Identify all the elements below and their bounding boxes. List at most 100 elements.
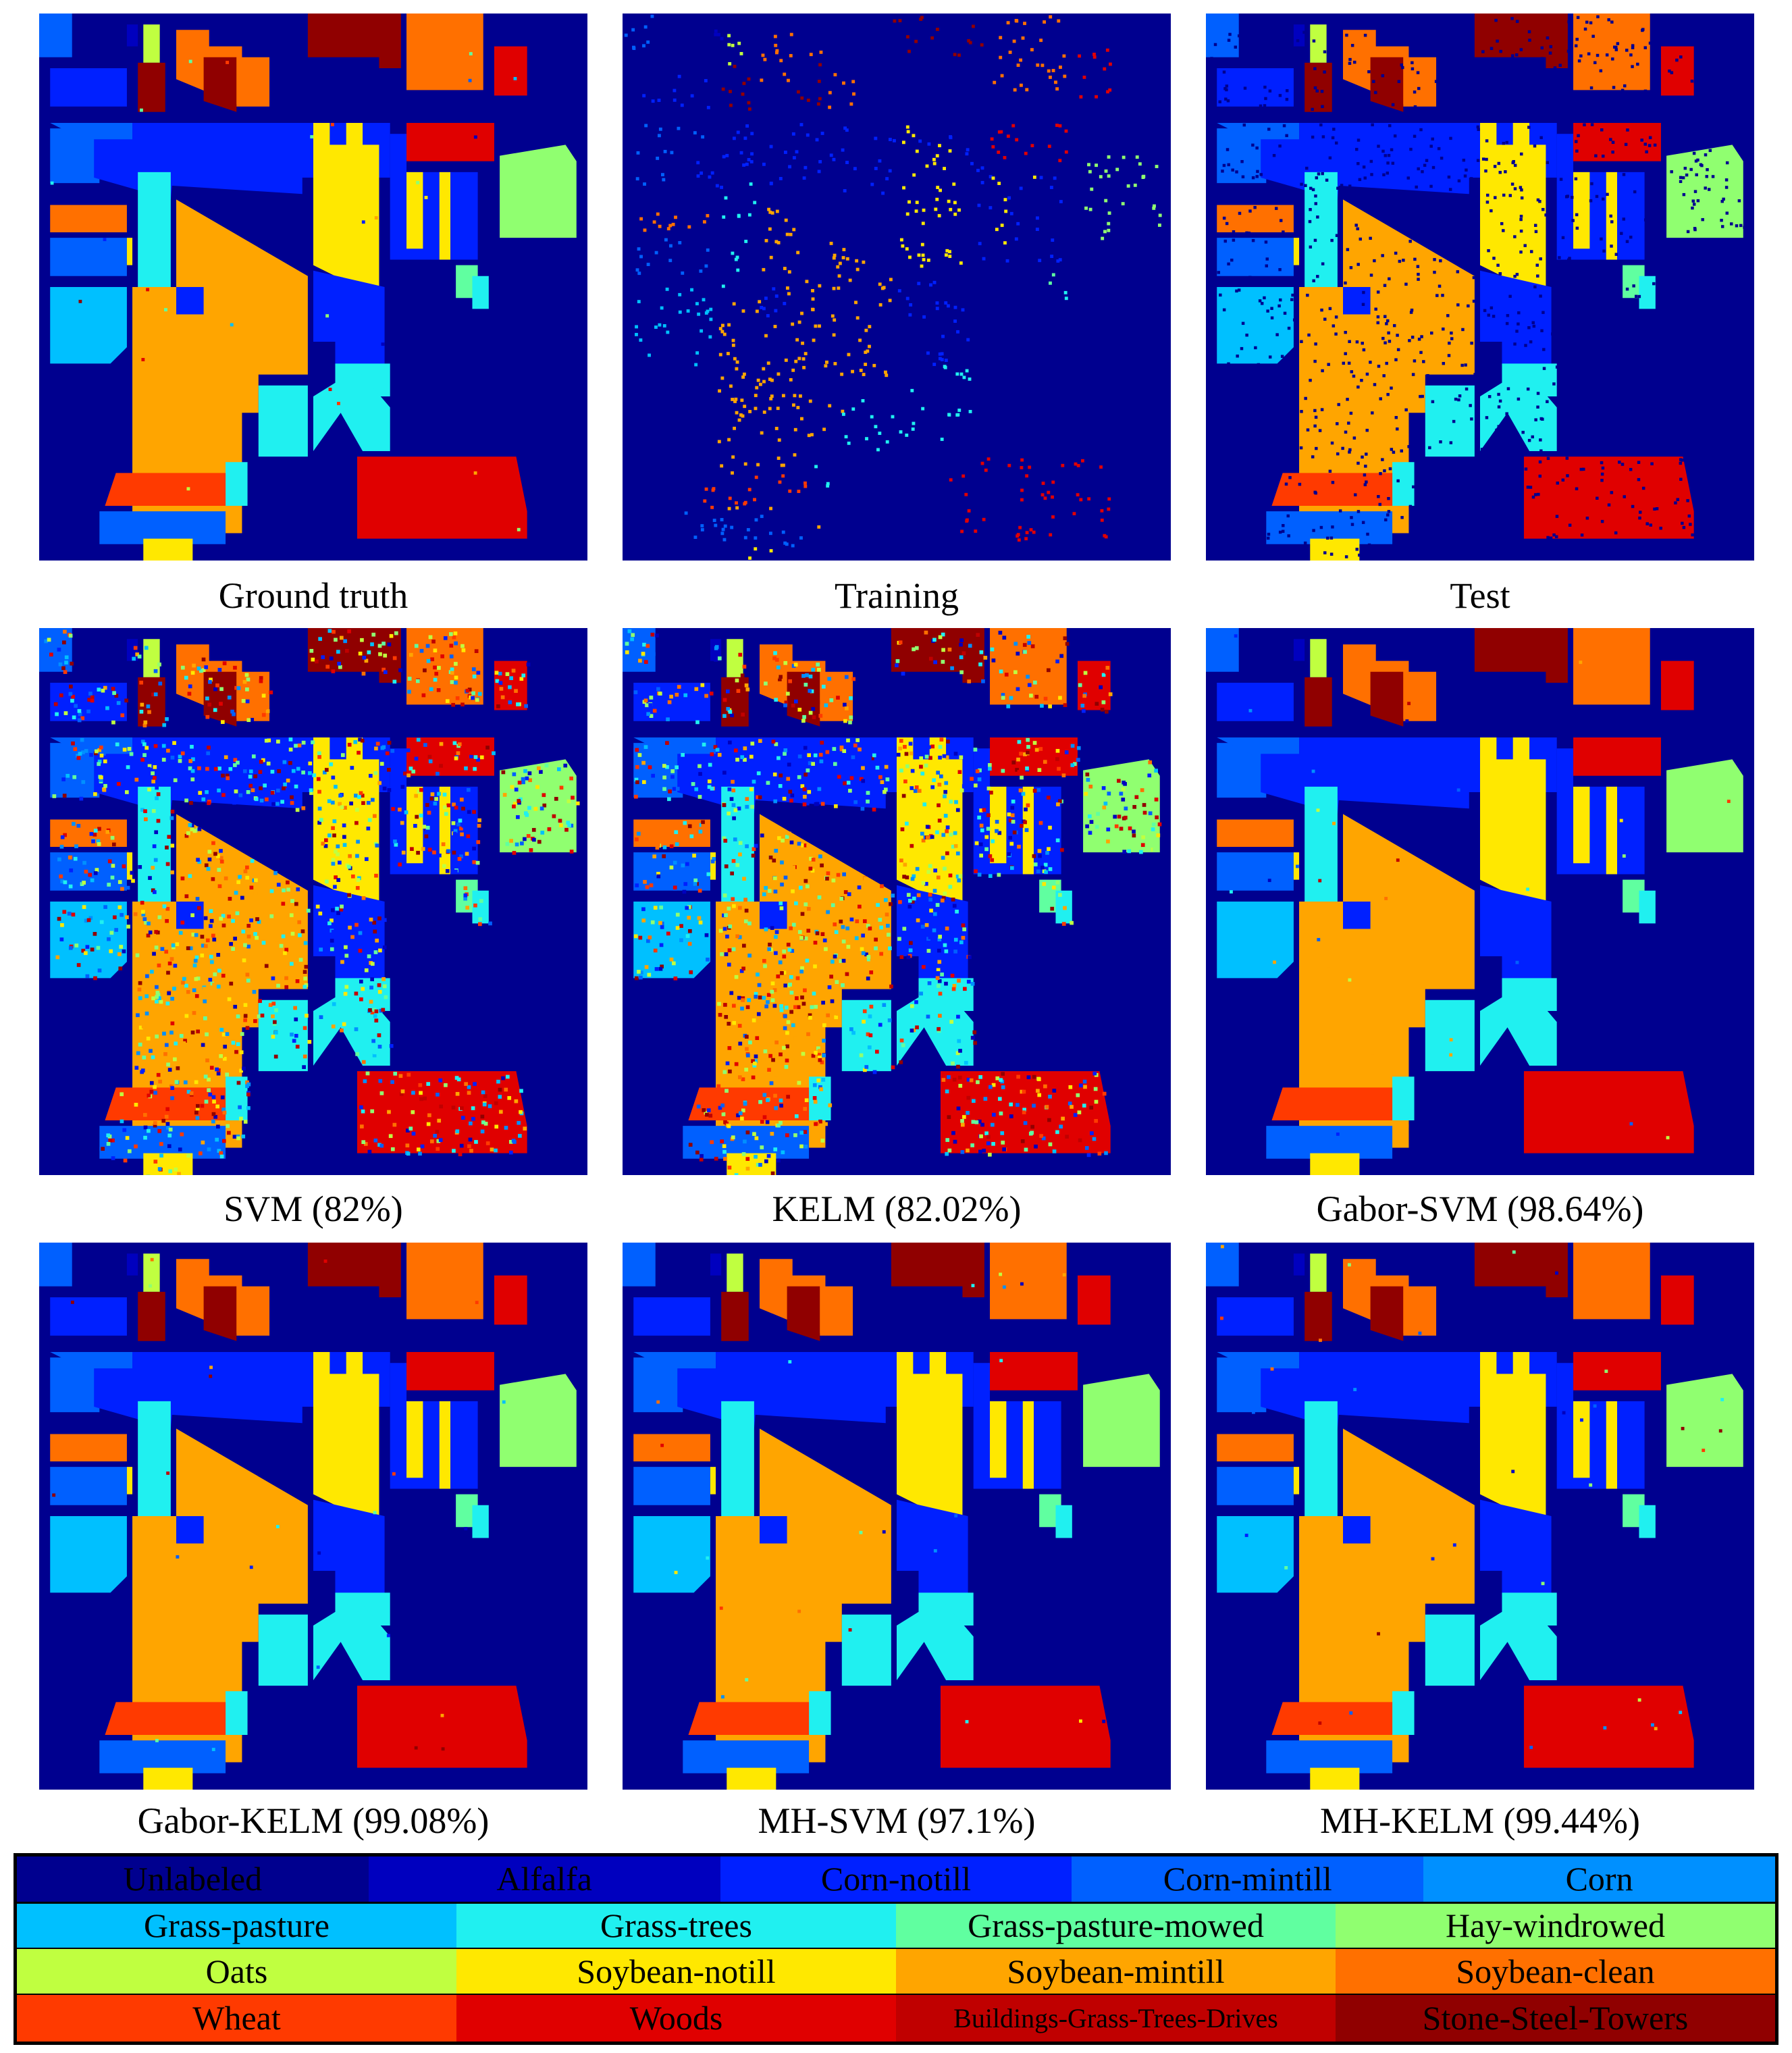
training-sample-pixel xyxy=(907,49,911,53)
misclassified-pixel xyxy=(1022,1089,1026,1094)
test-hole-pixel xyxy=(1383,341,1387,344)
misclassified-pixel xyxy=(377,644,382,648)
training-sample-pixel xyxy=(1049,281,1052,285)
training-sample-pixel xyxy=(775,49,779,53)
misclassified-pixel xyxy=(295,808,300,812)
training-sample-pixel xyxy=(731,251,735,255)
misclassified-pixel xyxy=(842,872,846,877)
test-hole-pixel xyxy=(1539,136,1543,140)
misclassified-pixel xyxy=(168,1169,173,1174)
misclassified-pixel xyxy=(879,925,884,930)
test-hole-pixel xyxy=(1323,317,1327,321)
misclassified-pixel xyxy=(758,1099,762,1104)
misclassified-pixel xyxy=(776,665,781,670)
training-sample-pixel xyxy=(760,305,764,309)
test-hole-pixel xyxy=(1575,487,1579,490)
test-hole-pixel xyxy=(1536,198,1540,202)
misclassified-pixel xyxy=(820,740,824,745)
test-hole-pixel xyxy=(1458,394,1462,398)
training-sample-pixel xyxy=(976,168,980,172)
misclassified-pixel xyxy=(1009,1102,1013,1107)
misclassified-pixel xyxy=(63,670,68,674)
field-corn-notill xyxy=(1343,287,1371,315)
test-hole-pixel xyxy=(1637,294,1641,298)
misclassified-pixel xyxy=(361,1060,366,1064)
misclassified-pixel xyxy=(531,828,536,832)
test-hole-pixel xyxy=(1231,168,1234,172)
field-grass-trees xyxy=(472,1505,489,1538)
misclassified-pixel xyxy=(972,1030,977,1035)
misclassified-pixel xyxy=(426,1122,431,1126)
field-soybean-clean xyxy=(1217,1434,1294,1461)
misclassified-pixel xyxy=(708,1114,713,1118)
field-grass-trees xyxy=(1392,1691,1415,1735)
misclassified-pixel xyxy=(635,837,639,841)
test-hole-pixel xyxy=(1589,86,1593,90)
misclassified-pixel xyxy=(808,710,813,715)
field-stone xyxy=(203,671,237,727)
misclassified-pixel xyxy=(1092,1137,1097,1141)
misclassified-pixel xyxy=(795,996,799,1000)
misclassified-pixel xyxy=(281,902,286,906)
misclassified-pixel xyxy=(916,893,921,898)
misclassified-pixel xyxy=(219,856,223,860)
misclassified-pixel xyxy=(332,833,336,837)
misclassified-pixel xyxy=(758,995,762,999)
misclassified-pixel xyxy=(519,1089,523,1093)
training-sample-pixel xyxy=(965,369,969,373)
misclassified-pixel xyxy=(829,974,833,979)
misclassified-pixel xyxy=(153,1121,157,1125)
misclassified-pixel xyxy=(1080,704,1085,708)
test-hole-pixel xyxy=(1689,167,1693,172)
misclassified-pixel xyxy=(108,1138,113,1143)
training-sample-pixel xyxy=(935,197,939,201)
training-sample-pixel xyxy=(889,278,893,282)
training-sample-pixel xyxy=(656,156,660,160)
misclassified-pixel xyxy=(183,1039,187,1043)
training-sample-pixel xyxy=(917,282,921,286)
misclassified-pixel xyxy=(451,702,455,707)
misclassified-pixel xyxy=(190,913,194,918)
training-sample-pixel xyxy=(774,240,779,244)
field-woods xyxy=(990,737,1078,776)
field-soybean-clean xyxy=(50,205,127,232)
test-hole-pixel xyxy=(1513,342,1517,346)
misclassified-pixel xyxy=(339,635,344,640)
misclassified-pixel xyxy=(84,951,88,956)
misclassified-pixel xyxy=(155,985,159,989)
misclassified-pixel xyxy=(768,1054,772,1058)
misclassified-pixel xyxy=(59,937,64,941)
misclassified-pixel xyxy=(818,854,822,859)
misclassified-pixel xyxy=(872,807,876,812)
field-stone xyxy=(203,57,237,112)
misclassified-pixel xyxy=(204,863,209,868)
test-hole-pixel xyxy=(1251,143,1255,147)
misclassified-pixel xyxy=(140,808,144,812)
misclassified-pixel xyxy=(409,1126,413,1131)
misclassified-pixel xyxy=(1319,1339,1322,1343)
misclassified-pixel xyxy=(419,1097,423,1101)
misclassified-pixel xyxy=(914,840,918,844)
misclassified-pixel xyxy=(999,1078,1003,1082)
misclassified-pixel xyxy=(386,768,391,772)
misclassified-pixel xyxy=(1052,1089,1057,1093)
misclassified-pixel xyxy=(731,803,736,807)
misclassified-pixel xyxy=(1103,809,1107,814)
training-sample-pixel xyxy=(943,365,947,369)
misclassified-pixel xyxy=(148,930,153,935)
misclassified-pixel xyxy=(653,948,658,953)
field-soybean-clean xyxy=(1403,57,1437,107)
misclassified-pixel xyxy=(99,775,103,779)
misclassified-pixel xyxy=(849,776,854,780)
misclassified-pixel xyxy=(951,898,955,902)
test-hole-pixel xyxy=(1321,105,1324,109)
field-corn-mintill xyxy=(1217,238,1294,276)
misclassified-pixel xyxy=(1132,843,1136,848)
training-sample-pixel xyxy=(1049,186,1053,190)
misclassified-pixel xyxy=(932,889,937,893)
misclassified-pixel xyxy=(926,835,930,840)
misclassified-pixel xyxy=(406,1072,411,1077)
training-sample-pixel xyxy=(1074,462,1078,466)
misclassified-pixel xyxy=(488,921,492,926)
misclassified-pixel xyxy=(805,958,810,963)
